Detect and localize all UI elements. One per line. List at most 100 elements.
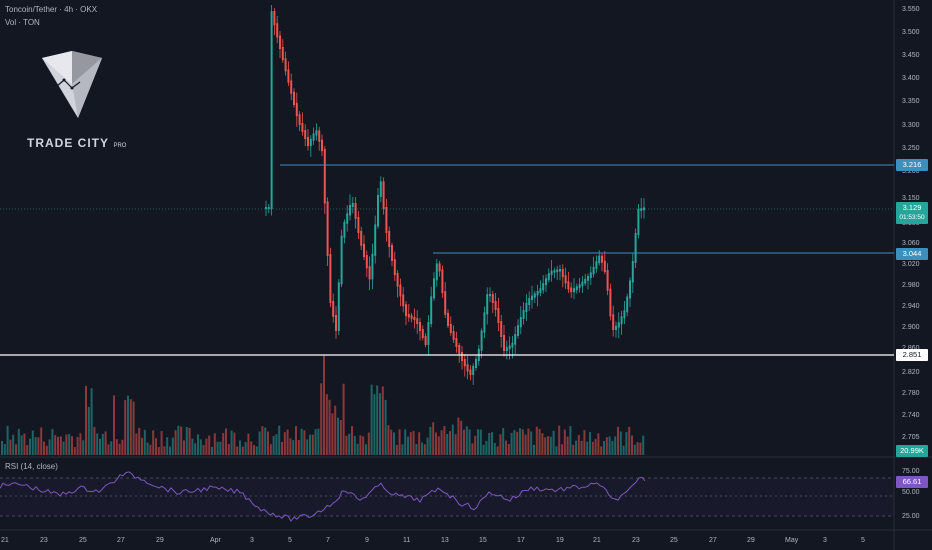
- candle-body: [449, 324, 452, 333]
- rsi-title[interactable]: RSI (14, close): [5, 462, 58, 471]
- rsi-line: [0, 471, 646, 522]
- candle-body: [556, 269, 559, 273]
- volume-bar: [337, 417, 339, 455]
- price-tick-label: 2.900: [902, 324, 920, 331]
- current-price-label: 3.129 01:53:50: [896, 202, 928, 224]
- candle-body: [405, 304, 407, 316]
- candle-body: [335, 315, 337, 331]
- volume-bar: [491, 432, 493, 455]
- candle-body: [573, 288, 575, 293]
- volume-bar: [608, 436, 611, 455]
- volume-bar: [110, 441, 113, 455]
- volume-bar: [311, 434, 314, 455]
- candle-body: [550, 270, 553, 276]
- volume-bar: [563, 429, 566, 455]
- volume-title[interactable]: Vol · TON: [5, 18, 40, 27]
- candle-body: [612, 314, 615, 330]
- candle-body: [570, 287, 573, 293]
- rsi-tick-label: 75.00: [902, 468, 920, 475]
- candle-body: [337, 282, 340, 331]
- volume-bar: [370, 384, 373, 455]
- candle-body: [615, 325, 617, 330]
- volume-bar: [320, 383, 323, 455]
- volume-bar: [474, 435, 477, 455]
- volume-bar: [547, 436, 549, 455]
- volume-bar: [129, 399, 132, 455]
- time-tick-label: 15: [479, 537, 487, 544]
- level-label-lower: 3.044: [896, 248, 928, 260]
- volume-bar: [205, 438, 208, 455]
- volume-bar: [261, 426, 264, 455]
- volume-bar: [272, 435, 275, 455]
- volume-bar: [227, 444, 230, 455]
- volume-bar: [521, 429, 524, 455]
- volume-bar: [244, 442, 247, 455]
- volume-bar: [51, 429, 54, 455]
- symbol-title[interactable]: Toncoin/Tether · 4h · OKX: [5, 5, 98, 14]
- volume-bar: [440, 430, 443, 455]
- volume-bar: [113, 395, 115, 455]
- candle-body: [374, 224, 377, 256]
- volume-bar: [96, 433, 99, 455]
- candle-body: [589, 272, 592, 278]
- volume-bar: [90, 388, 93, 455]
- volume-bar: [353, 435, 356, 455]
- volume-bar: [174, 430, 177, 455]
- volume-bar: [404, 429, 407, 455]
- time-tick-label: 21: [593, 537, 601, 544]
- candle-body: [267, 207, 270, 209]
- volume-bar: [149, 444, 152, 455]
- volume-bar: [283, 432, 286, 455]
- volume-bar: [269, 444, 272, 455]
- time-tick-label: 23: [632, 537, 640, 544]
- volume-bar: [12, 434, 15, 455]
- price-tick-label: 3.200: [902, 168, 920, 175]
- volume-bar: [216, 441, 219, 455]
- price-tick-label: 3.350: [902, 98, 920, 105]
- candle-body: [419, 322, 421, 331]
- volume-bar: [17, 428, 20, 455]
- candle-body: [444, 291, 447, 315]
- volume-bar: [437, 436, 440, 455]
- volume-bar: [166, 437, 169, 455]
- volume-bar: [423, 444, 426, 455]
- time-tick-label: 5: [288, 537, 292, 544]
- volume-bar: [530, 431, 533, 455]
- volume-bar: [303, 430, 306, 455]
- rsi-band: [0, 478, 894, 516]
- candle-body: [528, 298, 531, 305]
- candle-body: [469, 369, 472, 375]
- time-tick-label: 19: [556, 537, 564, 544]
- candle-body: [290, 80, 293, 94]
- candle-body: [270, 11, 273, 209]
- candle-body: [377, 195, 379, 227]
- volume-bar: [233, 432, 236, 455]
- candle-body: [385, 207, 388, 233]
- time-tick-label: 9: [365, 537, 369, 544]
- current-price-value: 3.129: [902, 203, 922, 212]
- volume-bar: [451, 424, 454, 455]
- candle-body: [458, 345, 461, 354]
- volume-bar: [485, 440, 488, 455]
- candle-body: [643, 207, 645, 211]
- volume-bar: [373, 394, 376, 455]
- volume-bar: [93, 426, 96, 455]
- candle-body: [623, 310, 626, 319]
- volume-bar: [169, 446, 171, 455]
- candle-body: [307, 137, 309, 146]
- volume-bar: [516, 431, 519, 455]
- volume-bar: [3, 444, 6, 455]
- volume-bar: [267, 431, 269, 455]
- volume-bar: [591, 441, 594, 455]
- volume-bar: [468, 429, 471, 455]
- candle-body: [329, 254, 332, 303]
- time-tick-label: 25: [670, 537, 678, 544]
- candle-body: [601, 255, 603, 263]
- volume-bar: [605, 437, 608, 455]
- candle-body: [399, 284, 402, 297]
- volume-bar: [499, 434, 502, 455]
- candle-body: [357, 217, 360, 233]
- candle-body: [351, 203, 354, 207]
